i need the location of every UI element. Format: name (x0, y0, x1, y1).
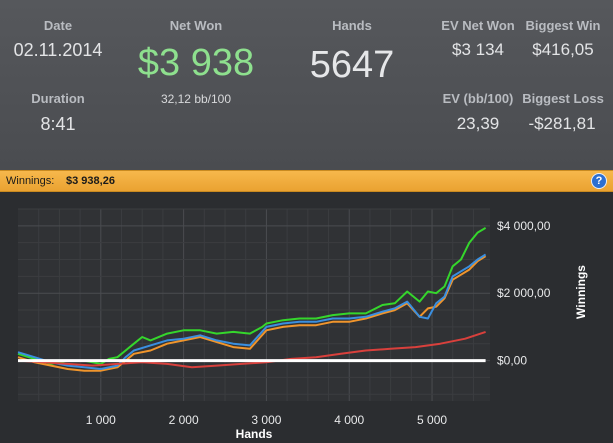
ev-bb100-value: 23,39 (456, 114, 500, 133)
x-tick-label: 1 000 (86, 413, 116, 427)
date-value: 02.11.2014 (13, 40, 103, 60)
net-won-value: $3 938 (137, 42, 255, 84)
biggest-loss-label: Biggest Loss (522, 91, 604, 106)
biggest-win-label: Biggest Win (525, 18, 601, 33)
series-line-4 (17, 330, 486, 369)
ev-net-won-label: EV Net Won (441, 18, 515, 33)
chart-svg: 1 000 2 000 3 000 4 000 5 000 $0,00 $2 000,00… (17, 208, 588, 441)
x-axis-title: Hands (236, 427, 273, 441)
series-line-2 (17, 255, 487, 372)
ev-bb100-label: EV (bb/100) (442, 91, 514, 106)
help-icon[interactable]: ? (591, 173, 607, 189)
net-won-label: Net Won (169, 18, 223, 33)
net-won-bb100: 32,12 bb/100 (160, 92, 232, 106)
ev-net-won-value: $3 134 (452, 40, 504, 59)
winnings-banner-value: $3 938,26 (66, 175, 115, 187)
winnings-chart: 1 000 2 000 3 000 4 000 5 000 $0,00 $2 000,00… (0, 192, 613, 443)
biggest-win-value: $416,05 (532, 40, 594, 59)
date-label: Date (43, 18, 73, 33)
x-tick-label: 5 000 (417, 413, 447, 427)
hands-value: 5647 (309, 44, 395, 86)
series-line-3 (17, 253, 487, 370)
series-group (17, 227, 487, 372)
y-axis-ticks: $0,00 $2 000,00 $4 000,00 (497, 219, 551, 368)
plot-background (18, 209, 490, 401)
x-tick-label: 3 000 (251, 413, 281, 427)
y-tick-label: $0,00 (497, 354, 527, 368)
duration-value: 8:41 (40, 114, 76, 134)
x-axis-ticks: 1 000 2 000 3 000 4 000 5 000 (86, 413, 448, 427)
biggest-loss-value: -$281,81 (528, 114, 596, 133)
y-axis-title: Winnings (574, 265, 588, 319)
duration-label: Duration (31, 91, 85, 106)
winnings-banner: Winnings: $3 938,26 ? (0, 170, 613, 192)
winnings-banner-label: Winnings: (6, 175, 55, 187)
series-line-1 (17, 227, 487, 365)
hands-label: Hands (332, 18, 372, 33)
stats-panel: Date 02.11.2014 Net Won $3 938 32,12 bb/… (0, 0, 613, 171)
x-tick-label: 2 000 (169, 413, 199, 427)
y-tick-label: $4 000,00 (497, 219, 551, 233)
x-tick-label: 4 000 (334, 413, 364, 427)
y-tick-label: $2 000,00 (497, 286, 551, 300)
